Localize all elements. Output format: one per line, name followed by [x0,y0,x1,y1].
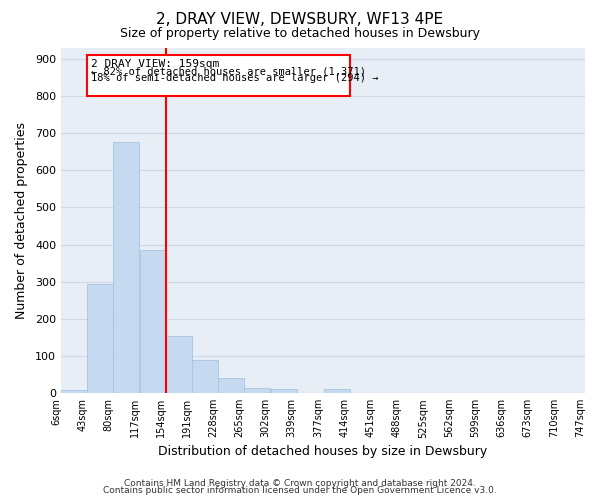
Y-axis label: Number of detached properties: Number of detached properties [15,122,28,319]
Bar [218,378,244,393]
Bar [113,142,139,393]
Bar [324,390,350,393]
Text: 2 DRAY VIEW: 159sqm: 2 DRAY VIEW: 159sqm [91,60,220,70]
Text: Contains public sector information licensed under the Open Government Licence v3: Contains public sector information licen… [103,486,497,495]
Bar [271,390,296,393]
Bar [87,284,113,393]
Text: ← 82% of detached houses are smaller (1,371): ← 82% of detached houses are smaller (1,… [91,66,367,76]
Bar [192,360,218,393]
Text: Size of property relative to detached houses in Dewsbury: Size of property relative to detached ho… [120,28,480,40]
X-axis label: Distribution of detached houses by size in Dewsbury: Distribution of detached houses by size … [158,444,488,458]
Bar [61,390,87,393]
Bar [244,388,271,393]
Bar [140,250,166,393]
Text: 18% of semi-detached houses are larger (294) →: 18% of semi-detached houses are larger (… [91,73,379,83]
Text: 2, DRAY VIEW, DEWSBURY, WF13 4PE: 2, DRAY VIEW, DEWSBURY, WF13 4PE [157,12,443,28]
Bar [87,55,350,96]
Bar [166,336,192,393]
Text: Contains HM Land Registry data © Crown copyright and database right 2024.: Contains HM Land Registry data © Crown c… [124,478,476,488]
